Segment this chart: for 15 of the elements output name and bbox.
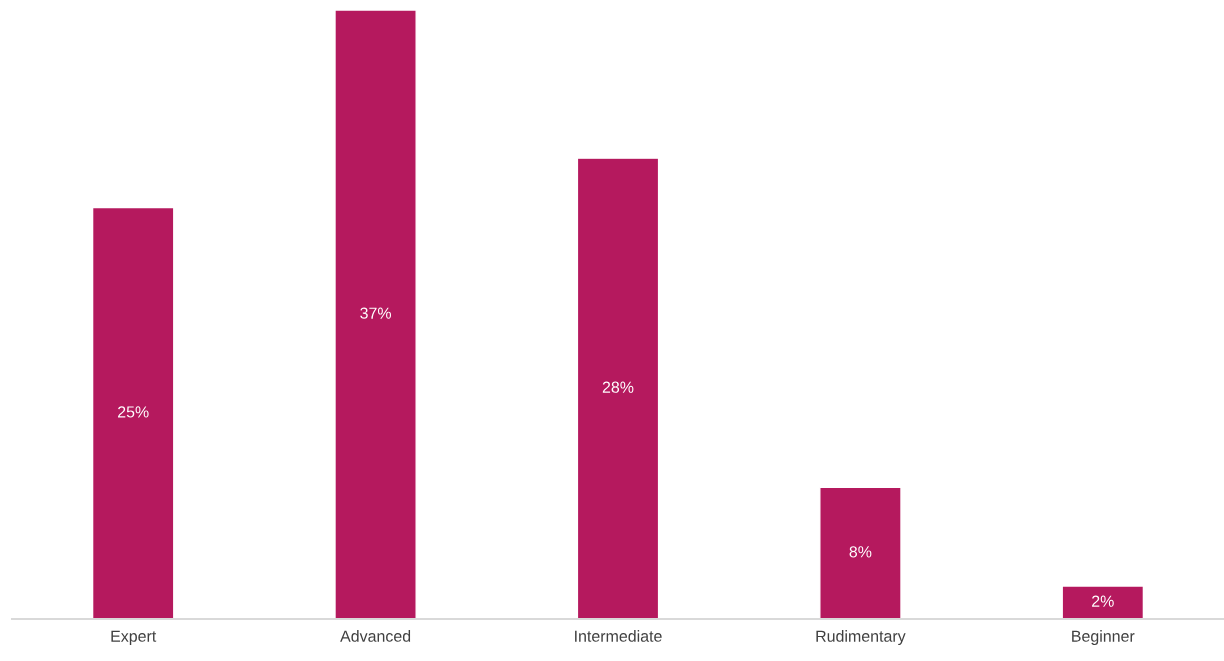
x-tick-label: Beginner — [1072, 630, 1135, 645]
x-tick-label: Expert — [111, 630, 157, 645]
data-label: 25% — [118, 406, 149, 418]
data-label: 2% — [1092, 595, 1114, 607]
x-tick-label: Intermediate — [575, 630, 662, 642]
bar — [1061, 585, 1145, 619]
bar — [819, 486, 902, 619]
bar — [91, 206, 175, 619]
bar — [334, 10, 417, 619]
x-tick-label: Advanced — [340, 630, 411, 642]
data-label: 37% — [360, 307, 392, 319]
data-label: 28% — [602, 381, 634, 393]
x-tick-label: Rudimentary — [816, 630, 906, 645]
data-label: 8% — [849, 546, 872, 558]
bar — [576, 157, 660, 619]
